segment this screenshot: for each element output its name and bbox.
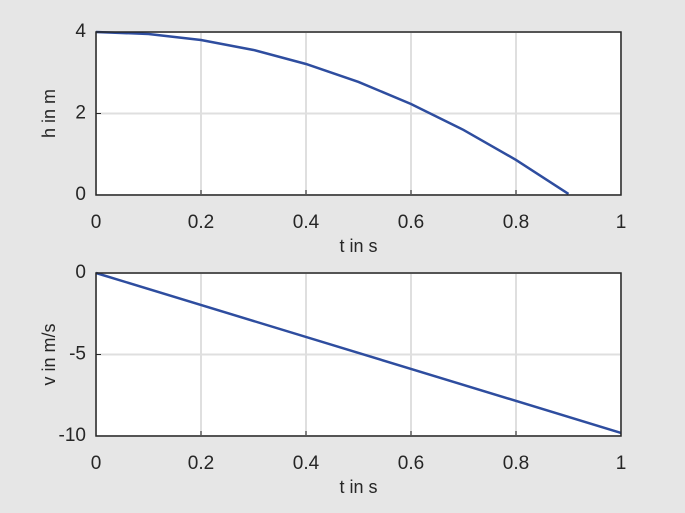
y-axis-label: v in m/s — [39, 323, 59, 385]
y-tick-label: 0 — [75, 184, 86, 205]
x-tick-label: 0.8 — [503, 212, 529, 233]
x-tick-label: 0.6 — [398, 212, 424, 233]
x-tick-label: 0.8 — [503, 453, 529, 474]
axes-box — [95, 31, 622, 196]
y-axis-label: h in m — [39, 89, 59, 138]
axes-box — [95, 272, 622, 437]
y-tick-label: 0 — [75, 262, 86, 283]
x-axis-label: t in s — [339, 236, 377, 256]
x-tick-label: 1 — [616, 453, 627, 474]
x-tick-label: 0.4 — [293, 453, 320, 474]
y-tick-label: 2 — [75, 103, 86, 124]
y-tick-label: -5 — [69, 344, 86, 365]
x-tick-label: 0.6 — [398, 453, 424, 474]
y-tick-label: 4 — [75, 21, 86, 42]
x-tick-label: 0.2 — [188, 212, 214, 233]
data-line — [95, 30, 570, 195]
x-axis-label: t in s — [339, 477, 377, 497]
x-tick-label: 1 — [616, 212, 627, 233]
x-tick-label: 0.2 — [188, 453, 214, 474]
x-tick-label: 0 — [91, 212, 102, 233]
x-tick-label: 0 — [91, 453, 102, 474]
x-tick-label: 0.4 — [293, 212, 320, 233]
y-tick-label: -10 — [59, 425, 86, 446]
data-line — [95, 271, 622, 435]
